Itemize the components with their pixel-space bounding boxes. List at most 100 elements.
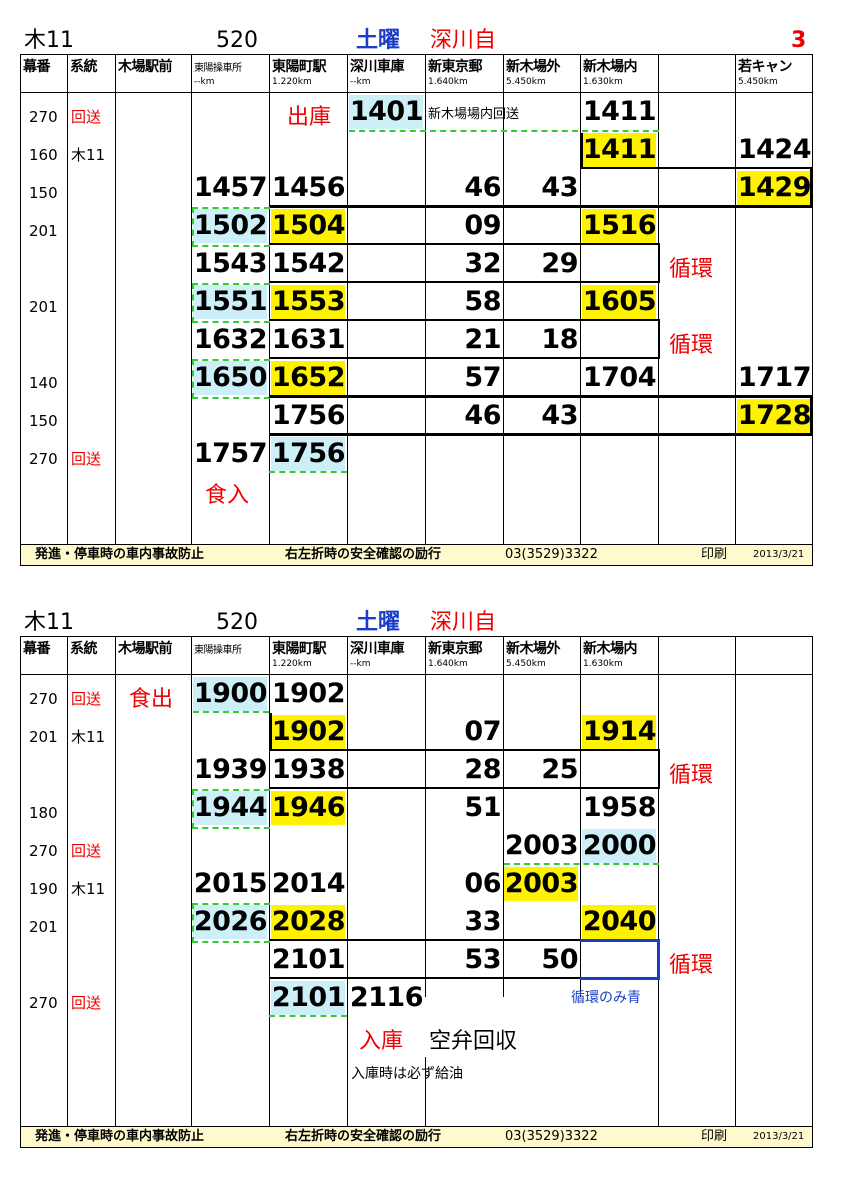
time-cell: 21	[464, 324, 501, 355]
time-cell: 32	[464, 248, 501, 279]
time-cell: 2116	[349, 982, 424, 1013]
time-cell: 53	[464, 944, 501, 975]
time-cell: 1717	[737, 362, 812, 393]
maku-value: 140	[29, 374, 58, 392]
time-cell: 1900	[193, 677, 268, 711]
keito-value: 回送	[71, 450, 102, 468]
header-toyomachi: 東陽町駅	[272, 641, 327, 657]
header-toyomachi: 東陽町駅	[272, 59, 327, 75]
kuuben-label: 空弁回収	[429, 1029, 518, 1054]
time-cell: 1728	[737, 399, 812, 433]
km-shinkiba-in: 1.630km	[583, 659, 623, 669]
km-toyo-op: --km	[194, 77, 215, 87]
km-shintokyo: 1.640km	[428, 77, 468, 87]
keito-value: 回送	[71, 842, 102, 860]
header-shinkiba-out: 新木場外	[506, 59, 561, 75]
time-cell: 1553	[271, 285, 346, 319]
phone-number: 03(3529)3322	[505, 547, 598, 562]
day-label: 土曜	[356, 28, 401, 53]
footer-bar: 発進・停車時の車内事故防止 右左折時の安全確認の励行 03(3529)3322 …	[20, 1126, 813, 1148]
safety-slogan-2: 右左折時の安全確認の励行	[285, 1129, 442, 1144]
maku-value: 201	[29, 918, 58, 936]
shokushutsu-label: 食出	[129, 687, 174, 712]
time-cell: 2040	[582, 905, 657, 939]
km-shintokyo: 1.640km	[428, 659, 468, 669]
maku-value: 270	[29, 690, 58, 708]
keito-value: 回送	[71, 994, 102, 1012]
shokunyu-label: 食入	[205, 483, 250, 508]
header-kiba: 木場駅前	[118, 641, 173, 657]
maku-value: 270	[29, 450, 58, 468]
footer-bar: 発進・停車時の車内事故防止 右左折時の安全確認の励行 03(3529)3322 …	[20, 544, 813, 566]
time-cell: 46	[464, 400, 501, 431]
time-cell: 2014	[271, 868, 346, 899]
time-cell: 25	[541, 754, 578, 785]
header-wakakyan: 若キャン	[738, 59, 793, 75]
time-cell: 2101	[271, 944, 346, 975]
safety-slogan-1: 発進・停車時の車内事故防止	[35, 1129, 205, 1144]
header-maku: 幕番	[23, 59, 51, 75]
maku-value: 150	[29, 184, 58, 202]
time-cell: 2026	[193, 905, 268, 939]
print-label: 印刷	[701, 547, 728, 562]
route-code: 木11	[24, 28, 74, 53]
print-label: 印刷	[701, 1129, 728, 1144]
time-cell: 1543	[193, 248, 268, 279]
time-cell: 1902	[271, 678, 346, 709]
maku-value: 270	[29, 108, 58, 126]
maku-value: 270	[29, 994, 58, 1012]
time-cell: 50	[541, 944, 578, 975]
km-toyomachi: 1.220km	[272, 659, 312, 669]
keito-value: 木11	[71, 146, 106, 164]
timetable-grid: 幕番 系統 木場駅前 東陽操車所 東陽町駅 深川車庫 新東京郵 新木場外 新木場…	[20, 636, 813, 1128]
time-cell: 58	[464, 286, 501, 317]
time-cell: 1652	[271, 361, 346, 395]
km-wakakyan: 5.450km	[738, 77, 778, 87]
depot-label: 深川自	[430, 28, 497, 53]
time-cell: 1429	[737, 171, 812, 205]
time-cell: 2101	[271, 981, 346, 1015]
time-cell: 1958	[582, 792, 657, 823]
loop-label: 循環	[669, 953, 714, 978]
time-cell: 1502	[193, 209, 268, 243]
header-keito: 系統	[70, 641, 98, 657]
print-date: 2013/3/21	[753, 1131, 805, 1142]
print-date: 2013/3/21	[753, 549, 805, 560]
maku-value: 270	[29, 842, 58, 860]
time-cell: 33	[464, 906, 501, 937]
time-cell: 46	[464, 172, 501, 203]
timetable-card-2: 木11 520 土曜 深川自 幕番 系統 木場駅前 東陽操車所 東陽町駅 深川車…	[20, 610, 813, 1155]
km-shinkiba-out: 5.450km	[506, 659, 546, 669]
page-number: 3	[791, 28, 807, 53]
time-cell: 2003	[504, 867, 579, 901]
time-cell: 1504	[271, 209, 346, 243]
refuel-note: 入庫時は必ず給油	[351, 1066, 463, 1082]
km-fukagawa: --km	[350, 77, 371, 87]
keito-value: 回送	[71, 108, 102, 126]
maku-value: 150	[29, 412, 58, 430]
header-kiba: 木場駅前	[118, 59, 173, 75]
header-toyo-op: 東陽操車所	[194, 63, 242, 74]
time-cell: 43	[541, 400, 578, 431]
route-code: 木11	[24, 610, 74, 635]
time-cell: 1424	[737, 134, 812, 165]
loop-label: 循環	[669, 333, 714, 358]
time-cell: 07	[464, 716, 501, 747]
time-cell: 1631	[271, 324, 346, 355]
time-cell: 1632	[193, 324, 268, 355]
header-shintokyo: 新東京郵	[428, 59, 483, 75]
loop-blue-note: 循環のみ青	[571, 990, 641, 1006]
time-cell: 1457	[193, 172, 268, 203]
header-fukagawa: 深川車庫	[350, 59, 405, 75]
nyuko-label: 入庫	[359, 1029, 404, 1054]
maku-value: 201	[29, 298, 58, 316]
time-cell: 1902	[271, 715, 346, 749]
timetable-grid: 幕番 系統 木場駅前 東陽操車所 東陽町駅 深川車庫 新東京郵 新木場外 新木場…	[20, 54, 813, 546]
keito-value: 木11	[71, 880, 106, 898]
maku-value: 180	[29, 804, 58, 822]
header-shinkiba-in: 新木場内	[583, 59, 638, 75]
time-cell: 09	[464, 210, 501, 241]
time-cell: 18	[541, 324, 578, 355]
header-shintokyo: 新東京郵	[428, 641, 483, 657]
time-cell: 1605	[582, 285, 657, 319]
